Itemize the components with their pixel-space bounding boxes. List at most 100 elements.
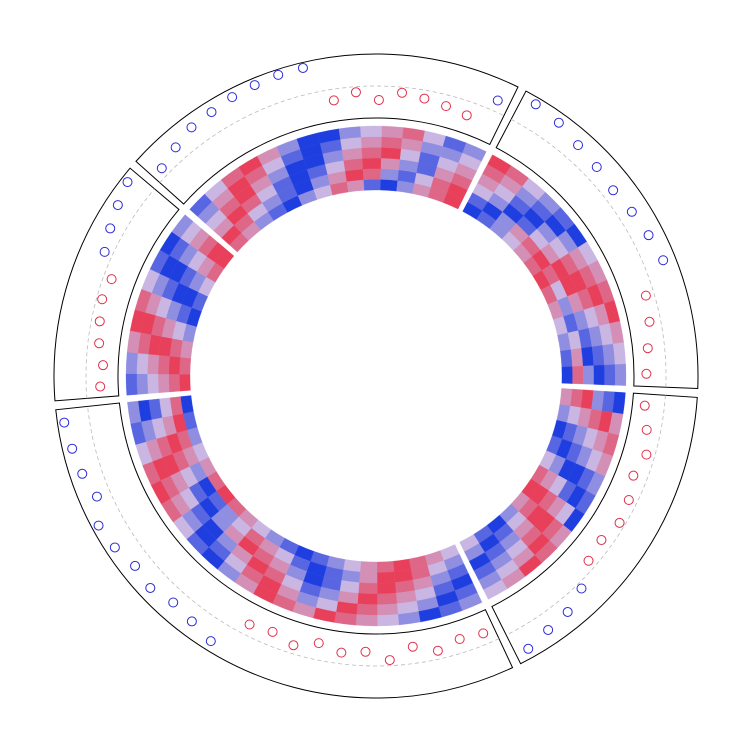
- heatmap-cell: [360, 136, 382, 148]
- point: [77, 468, 88, 479]
- track-border: [55, 402, 514, 699]
- point: [641, 368, 652, 379]
- heatmap-cell: [591, 390, 605, 412]
- baseline: [510, 119, 667, 388]
- point: [543, 624, 554, 635]
- heatmap-cell: [572, 365, 584, 385]
- heatmap-cell: [346, 179, 365, 193]
- heatmap-cell: [356, 603, 378, 616]
- heatmap-cell: [157, 354, 170, 375]
- point: [644, 316, 655, 327]
- heatmap-cell: [376, 582, 397, 595]
- heatmap-cell: [613, 342, 626, 365]
- point: [170, 142, 181, 153]
- heatmap-cell: [179, 374, 191, 392]
- heatmap-cell: [376, 592, 398, 605]
- point: [583, 555, 594, 566]
- point: [573, 140, 584, 151]
- point: [93, 520, 104, 531]
- point: [59, 417, 70, 428]
- heatmap-cell: [127, 400, 142, 424]
- heatmap-cell: [582, 365, 595, 385]
- point: [596, 535, 607, 546]
- point: [98, 360, 109, 371]
- heatmap-cell: [462, 142, 487, 162]
- heatmap-cell: [171, 214, 194, 239]
- baseline: [87, 406, 500, 667]
- point: [145, 582, 156, 593]
- heatmap-cell: [168, 373, 181, 393]
- point: [628, 470, 639, 481]
- heatmap-cell: [342, 559, 362, 573]
- point: [608, 185, 619, 196]
- heatmap-cell: [147, 373, 159, 394]
- point: [227, 92, 238, 103]
- heatmap-cell: [343, 158, 364, 172]
- heatmap-cell: [612, 391, 626, 415]
- point: [419, 93, 430, 104]
- heatmap-cell: [136, 352, 149, 375]
- point: [441, 101, 452, 112]
- point: [267, 626, 278, 637]
- point: [206, 107, 217, 118]
- heatmap-cell: [380, 157, 401, 171]
- point: [640, 290, 651, 301]
- baseline: [159, 85, 505, 183]
- heatmap-cell: [359, 561, 378, 573]
- heatmap-cell: [602, 343, 616, 366]
- point: [397, 87, 408, 98]
- point: [384, 655, 395, 666]
- heatmap-cell: [136, 373, 149, 395]
- point: [336, 647, 347, 658]
- point: [562, 606, 573, 617]
- point: [576, 583, 587, 594]
- point: [112, 200, 123, 211]
- heatmap-cell: [380, 168, 400, 181]
- point: [130, 560, 141, 571]
- heatmap-cell: [570, 388, 584, 408]
- point: [313, 638, 324, 649]
- point: [478, 628, 489, 639]
- heatmap-cell: [125, 351, 138, 374]
- point: [94, 316, 105, 327]
- track-border: [135, 53, 519, 205]
- heatmap-cell: [147, 353, 160, 375]
- heatmap-cell: [357, 593, 378, 605]
- point: [106, 274, 117, 285]
- heatmap-cell: [377, 614, 400, 627]
- point: [205, 636, 216, 647]
- point: [288, 640, 299, 651]
- heatmap-cell: [345, 168, 364, 182]
- point: [186, 616, 197, 627]
- heatmap-cell: [591, 345, 605, 366]
- heatmap-cell: [359, 571, 378, 584]
- heatmap-cell: [570, 348, 584, 367]
- heatmap-cell: [341, 147, 363, 161]
- point: [553, 117, 564, 128]
- point: [454, 634, 465, 645]
- heatmap-cell: [593, 364, 605, 386]
- heatmap-cell: [376, 561, 395, 573]
- heatmap-cell: [179, 357, 192, 375]
- point: [530, 99, 541, 110]
- heatmap-cell: [561, 366, 573, 384]
- point: [432, 645, 443, 656]
- heatmap-cell: [560, 349, 573, 368]
- point: [658, 255, 669, 266]
- point: [461, 110, 472, 121]
- track-border: [491, 392, 698, 665]
- point: [626, 206, 637, 217]
- track-border: [53, 167, 180, 402]
- track-border: [495, 90, 699, 389]
- point: [122, 177, 133, 188]
- point: [297, 62, 308, 73]
- point: [99, 246, 110, 257]
- point: [156, 163, 167, 174]
- point: [373, 95, 384, 106]
- heatmap-cell: [581, 346, 594, 367]
- point: [641, 424, 652, 435]
- baseline: [85, 188, 155, 399]
- point: [591, 161, 602, 172]
- point: [641, 449, 652, 460]
- heatmap-cell: [614, 363, 627, 386]
